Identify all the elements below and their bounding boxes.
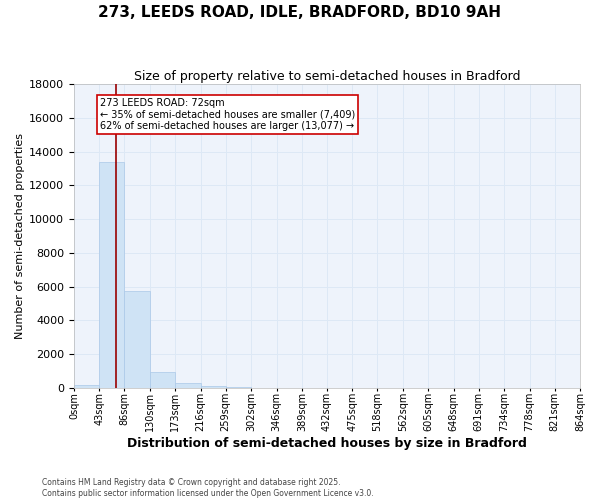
X-axis label: Distribution of semi-detached houses by size in Bradford: Distribution of semi-detached houses by … [127,437,527,450]
Bar [200,386,226,388]
Title: Size of property relative to semi-detached houses in Bradford: Size of property relative to semi-detach… [134,70,520,83]
Text: 273, LEEDS ROAD, IDLE, BRADFORD, BD10 9AH: 273, LEEDS ROAD, IDLE, BRADFORD, BD10 9A… [98,5,502,20]
Text: Contains HM Land Registry data © Crown copyright and database right 2025.
Contai: Contains HM Land Registry data © Crown c… [42,478,374,498]
Bar [175,383,200,388]
Bar [226,387,251,388]
Bar [150,372,175,388]
Bar [74,384,99,388]
Text: 273 LEEDS ROAD: 72sqm
← 35% of semi-detached houses are smaller (7,409)
62% of s: 273 LEEDS ROAD: 72sqm ← 35% of semi-deta… [100,98,355,131]
Bar [124,291,150,388]
Bar [99,162,124,388]
Y-axis label: Number of semi-detached properties: Number of semi-detached properties [15,133,25,339]
